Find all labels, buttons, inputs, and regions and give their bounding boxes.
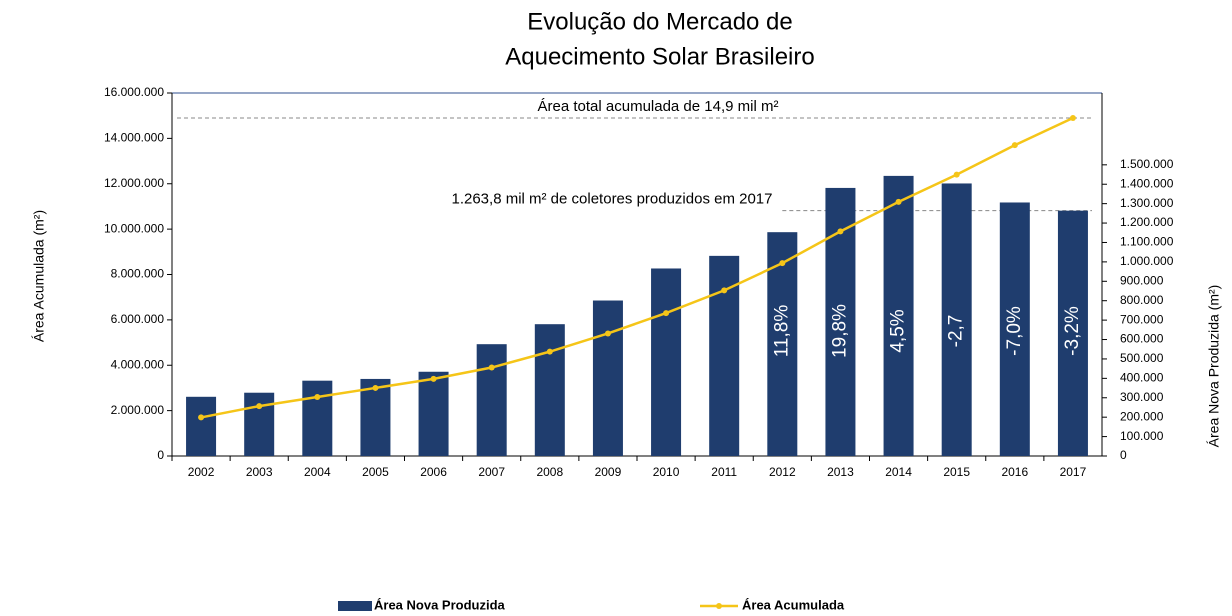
y-tick-label: 14.000.000	[104, 131, 164, 145]
x-tick-label: 2010	[653, 465, 680, 479]
line-marker	[837, 228, 844, 235]
line-marker	[198, 414, 205, 421]
bar-label: -2,7	[946, 315, 967, 348]
bar-label: 11,8%	[771, 305, 792, 358]
bar	[534, 324, 565, 456]
x-tick-label: 2017	[1060, 465, 1087, 479]
bar	[941, 183, 972, 457]
bar	[883, 175, 914, 456]
y-tick-label: 0	[157, 448, 164, 462]
y-tick-label: 16.000.000	[104, 85, 164, 99]
line-marker	[895, 198, 902, 205]
line-marker	[1011, 142, 1018, 149]
legend-label: Área Acumulada	[742, 597, 845, 612]
line-marker	[721, 287, 728, 294]
bar	[651, 268, 682, 456]
y2-axis-label: Área Nova Produzida (m²)	[1206, 285, 1222, 448]
line-marker	[314, 394, 321, 401]
line-marker	[488, 364, 495, 371]
y-tick-label: 4.000.000	[111, 357, 165, 371]
bar	[767, 232, 798, 456]
y-tick-label: 2.000.000	[111, 403, 165, 417]
y2-tick-label: 400.000	[1120, 371, 1164, 385]
line-marker	[256, 403, 263, 410]
bar	[418, 371, 449, 456]
bar	[186, 396, 217, 456]
x-tick-label: 2008	[536, 465, 563, 479]
bar-label: 4,5%	[888, 309, 909, 352]
bar	[244, 392, 275, 456]
x-tick-label: 2014	[885, 465, 912, 479]
y2-tick-label: 500.000	[1120, 351, 1164, 365]
chart-title: Evolução do Mercado de	[527, 8, 793, 35]
bar-label: -3,2%	[1062, 306, 1083, 356]
y2-tick-label: 600.000	[1120, 332, 1164, 346]
x-tick-label: 2015	[943, 465, 970, 479]
line-marker	[372, 384, 379, 391]
line-marker	[1069, 114, 1076, 121]
x-tick-label: 2003	[246, 465, 273, 479]
line-marker	[604, 330, 611, 337]
legend-label: Área Nova Produzida	[374, 597, 506, 612]
y-tick-label: 12.000.000	[104, 176, 164, 190]
bar	[999, 202, 1030, 456]
x-tick-label: 2007	[478, 465, 505, 479]
bar	[592, 300, 623, 456]
y2-tick-label: 1.200.000	[1120, 215, 1174, 229]
legend-swatch	[338, 601, 372, 611]
bar	[302, 380, 333, 456]
y2-tick-label: 1.400.000	[1120, 176, 1174, 190]
bar	[476, 344, 507, 456]
line-marker	[430, 375, 437, 382]
y2-tick-label: 200.000	[1120, 409, 1164, 423]
y2-tick-label: 100.000	[1120, 429, 1164, 443]
chart-subtitle: Aquecimento Solar Brasileiro	[505, 43, 814, 70]
y-axis-label: Área Acumulada (m²)	[31, 210, 47, 342]
y-tick-label: 6.000.000	[111, 312, 165, 326]
line-marker	[546, 348, 553, 355]
bar-label: 19,8%	[829, 304, 850, 358]
y2-tick-label: 1.500.000	[1120, 157, 1174, 171]
y2-tick-label: 700.000	[1120, 312, 1164, 326]
annotation: Área total acumulada de 14,9 mil m²	[538, 98, 779, 115]
x-tick-label: 2012	[769, 465, 796, 479]
bar-label: -7,0%	[1004, 306, 1025, 356]
x-tick-label: 2004	[304, 465, 331, 479]
x-tick-label: 2011	[711, 465, 737, 479]
y2-tick-label: 0	[1120, 448, 1127, 462]
annotation: 1.263,8 mil m² de coletores produzidos e…	[451, 191, 772, 208]
x-tick-label: 2002	[188, 465, 215, 479]
y2-tick-label: 1.300.000	[1120, 196, 1174, 210]
y2-tick-label: 300.000	[1120, 390, 1164, 404]
line-marker	[663, 310, 670, 317]
x-tick-label: 2009	[595, 465, 622, 479]
x-tick-label: 2005	[362, 465, 389, 479]
x-tick-label: 2006	[420, 465, 447, 479]
x-tick-label: 2013	[827, 465, 854, 479]
y2-tick-label: 900.000	[1120, 273, 1164, 287]
bar	[360, 378, 391, 456]
y-tick-label: 8.000.000	[111, 267, 165, 281]
y2-tick-label: 1.100.000	[1120, 235, 1174, 249]
legend-marker	[716, 603, 722, 609]
line-marker	[779, 260, 786, 267]
x-tick-label: 2016	[1001, 465, 1028, 479]
line-marker	[953, 171, 960, 178]
y2-tick-label: 1.000.000	[1120, 254, 1174, 268]
line	[200, 116, 1074, 419]
bar	[1057, 210, 1088, 456]
y-tick-label: 10.000.000	[104, 221, 164, 235]
y2-tick-label: 800.000	[1120, 293, 1164, 307]
